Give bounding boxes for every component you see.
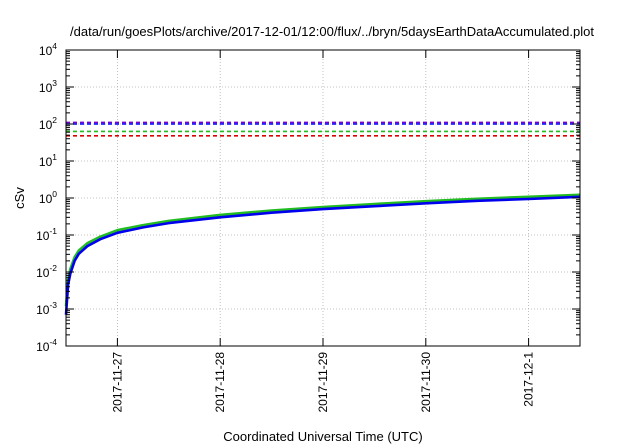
y-tick-label: 103: [39, 78, 57, 95]
x-tick-label: 2017-11-27: [110, 352, 124, 413]
x-axis: 2017-11-27 2017-11-28 2017-11-29 2017-11-30…: [110, 50, 536, 413]
x-tick-label: 2017-11-29: [316, 352, 330, 413]
y-tick-label: 10-4: [36, 337, 57, 354]
y-tick-label: 10-3: [36, 300, 57, 317]
series-line: [64, 193, 581, 307]
series-lines: [64, 193, 581, 315]
grid: [66, 50, 580, 346]
x-tick-label: 2017-11-30: [419, 352, 433, 413]
x-tick-label: 2017-12-1: [522, 352, 536, 407]
y-tick-label: 101: [39, 152, 57, 169]
y-tick-label: 100: [39, 189, 57, 206]
x-tick-label: 2017-11-28: [213, 352, 227, 413]
series-line: [64, 195, 581, 315]
y-tick-label: 104: [39, 41, 57, 58]
y-tick-label: 102: [39, 115, 57, 132]
y-tick-label: 10-1: [36, 226, 57, 243]
reference-lines: [66, 121, 580, 137]
y-tick-label: 10-2: [36, 263, 57, 280]
chart-title: /data/run/goesPlots/archive/2017-12-01/1…: [70, 24, 594, 39]
y-axis-label: cSv: [12, 187, 27, 209]
x-axis-label: Coordinated Universal Time (UTC): [223, 429, 422, 444]
y-axis: 10-4 10-3 10-2 10-1 100 101 102 103 104: [36, 41, 580, 354]
